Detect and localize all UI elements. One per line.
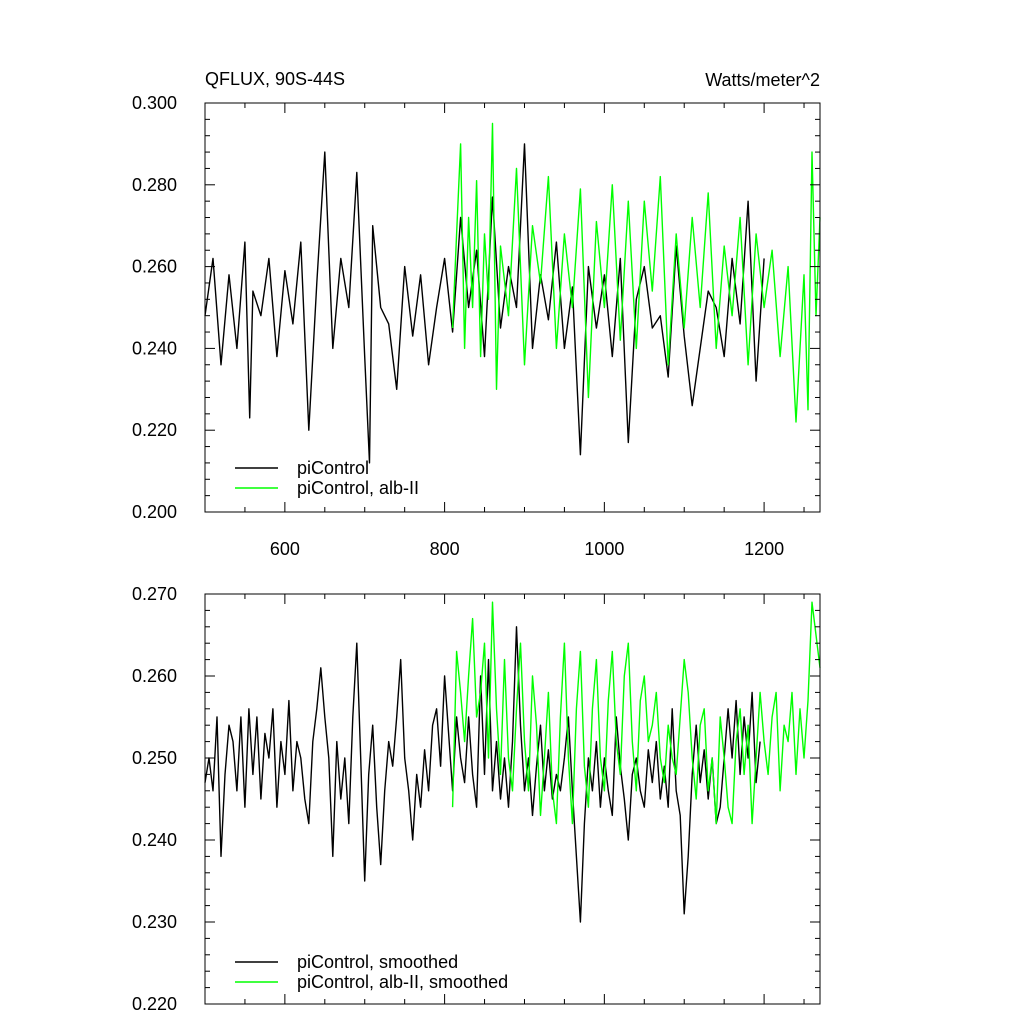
- y-tick-label: 0.270: [132, 584, 177, 604]
- header-left-title: QFLUX, 90S-44S: [205, 69, 345, 89]
- y-tick-label: 0.240: [132, 830, 177, 850]
- series-line-picontrol: [204, 626, 761, 923]
- series-line-picontrol: [204, 143, 765, 464]
- x-tick-label: 800: [430, 539, 460, 559]
- y-tick-label: 0.230: [132, 912, 177, 932]
- y-tick-label: 0.300: [132, 93, 177, 113]
- y-tick-label: 0.220: [132, 420, 177, 440]
- series-line-alb-ii: [451, 122, 821, 423]
- y-tick-label: 0.260: [132, 666, 177, 686]
- y-tick-label: 0.240: [132, 338, 177, 358]
- x-tick-label: 600: [270, 539, 300, 559]
- y-tick-label: 0.260: [132, 257, 177, 277]
- legend-label: piControl, alb-II, smoothed: [297, 972, 508, 992]
- y-tick-label: 0.250: [132, 748, 177, 768]
- x-tick-label: 1200: [744, 539, 784, 559]
- series-line-alb-ii: [451, 601, 821, 825]
- bottom-panel: 0.220 0.230 0.240 0.250 0.260 0.270 piControl,…: [132, 584, 821, 1014]
- x-tick-label: 1000: [584, 539, 624, 559]
- legend-label: piControl, alb-II: [297, 478, 419, 498]
- legend-label: piControl, smoothed: [297, 952, 458, 972]
- plot-frame: [204, 102, 821, 513]
- top-panel: 0.200 0.220 0.240 0.260 0.280 0.300 600 800 1000…: [132, 93, 821, 559]
- y-tick-label: 0.220: [132, 994, 177, 1014]
- plot-frame: [204, 593, 821, 1005]
- header-right-units: Watts/meter^2: [705, 70, 820, 90]
- y-tick-label: 0.280: [132, 175, 177, 195]
- legend-label: piControl: [297, 458, 369, 478]
- y-tick-label: 0.200: [132, 502, 177, 522]
